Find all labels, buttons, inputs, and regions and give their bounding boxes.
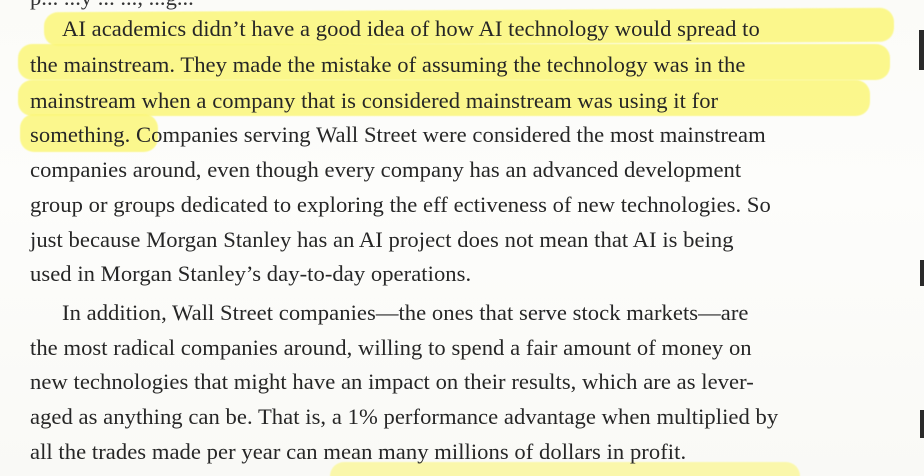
text-line: mainstream when a company that is consid… bbox=[30, 88, 719, 113]
text-line: used in Morgan Stanley’s day-to-day oper… bbox=[30, 261, 472, 286]
text-line: all the trades made per year can mean ma… bbox=[30, 439, 687, 464]
highlight-line-2 bbox=[18, 44, 890, 80]
page-edge-shadow bbox=[920, 410, 924, 438]
highlight-line-4 bbox=[20, 114, 158, 152]
previous-line-fragment: p... ...y ... ..., ...g... bbox=[30, 0, 194, 10]
text-line: something. Companies serving Wall Street… bbox=[30, 122, 766, 147]
text-line: the mainstream. They made the mistake of… bbox=[30, 52, 746, 77]
page-edge-shadow bbox=[920, 260, 924, 286]
text-line: new technologies that might have an impa… bbox=[30, 369, 754, 394]
page-edge-shadow bbox=[919, 30, 924, 70]
highlight-bottom-fragment bbox=[330, 462, 800, 476]
text-line: In addition, Wall Street companies—the o… bbox=[62, 300, 749, 325]
text-line: AI academics didn’t have a good idea of … bbox=[62, 16, 760, 41]
highlight-line-3 bbox=[18, 80, 870, 116]
text-line: just because Morgan Stanley has an AI pr… bbox=[30, 227, 734, 252]
text-line: companies around, even though every comp… bbox=[30, 157, 742, 182]
text-line: the most radical companies around, willi… bbox=[30, 335, 752, 360]
text-line: aged as anything can be. That is, a 1% p… bbox=[30, 404, 779, 429]
text-line: group or groups dedicated to exploring t… bbox=[30, 192, 771, 217]
